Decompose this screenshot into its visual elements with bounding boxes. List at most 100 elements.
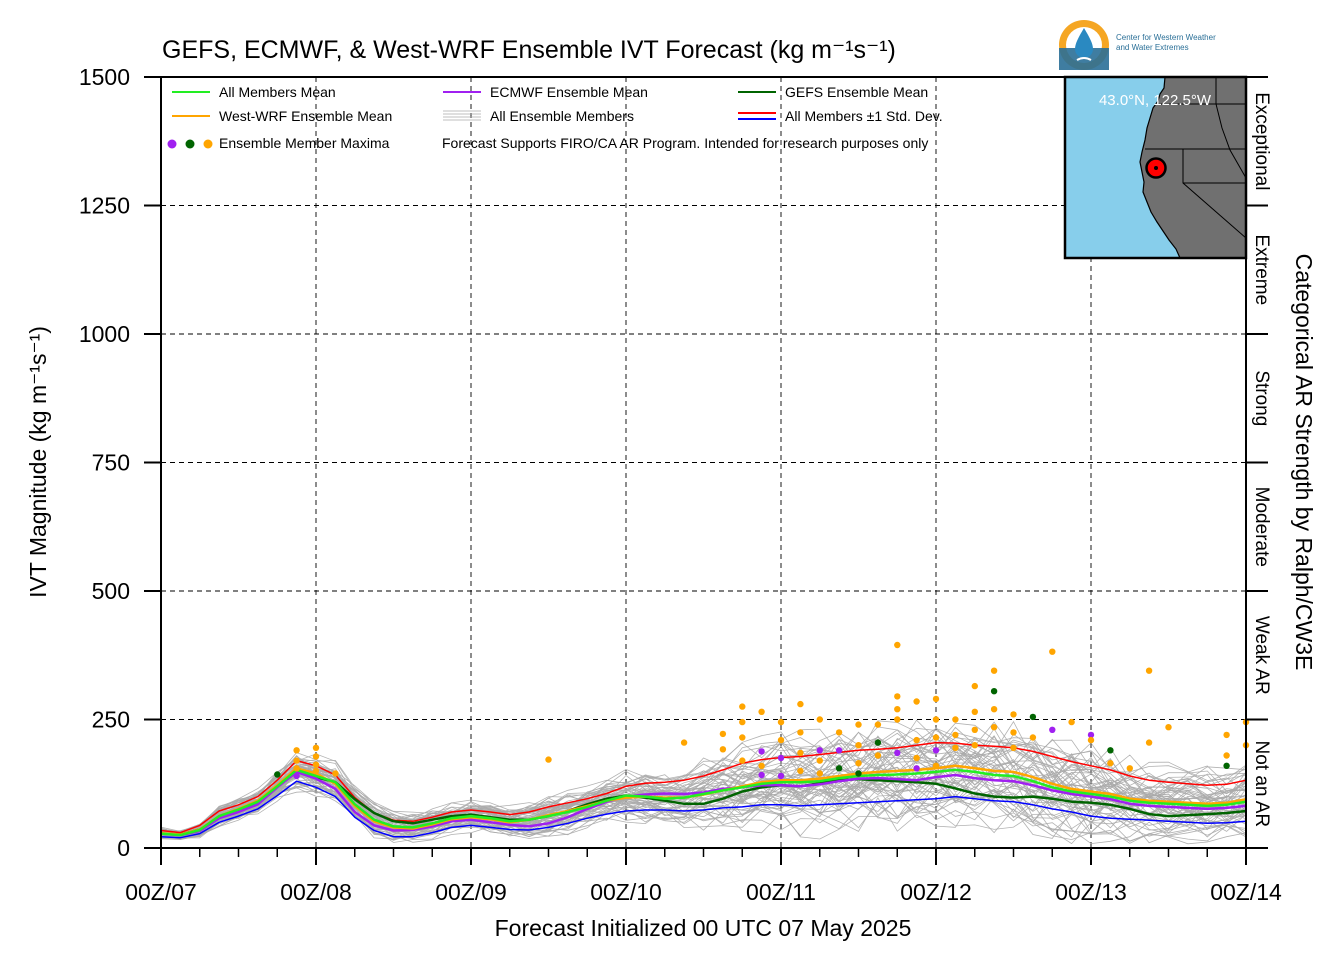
ensemble-member-line [161, 781, 1246, 842]
maxima-dot [1010, 744, 1017, 751]
maxima-dot [545, 756, 552, 763]
ar-category-axis: Not an AR Weak AR Moderate Strong Extreme Exc… [1246, 76, 1272, 849]
maxima-dot [952, 731, 959, 739]
maxima-dot [816, 747, 823, 754]
ensemble-member-line [161, 742, 1246, 834]
maxima-dot [1145, 739, 1153, 746]
logo-text-line1: Center for Western Weather [1116, 33, 1216, 42]
maxima-dot [913, 754, 920, 762]
maxima-dot [932, 762, 940, 769]
logo-text-line2: and Water Extremes [1116, 43, 1189, 52]
ensemble-member-line [161, 727, 1246, 834]
category-label: Not an AR [1251, 740, 1272, 827]
maxima-dot [312, 744, 320, 751]
maxima-dot [952, 716, 959, 723]
maxima-dot [1049, 726, 1056, 733]
category-label: Exceptional [1251, 92, 1272, 190]
y-tick-label: 750 [92, 450, 130, 476]
series-lines [161, 741, 1246, 839]
x-tick-label: 00Z/07 [125, 879, 197, 905]
maxima-dot [680, 739, 688, 746]
maxima-dot [913, 765, 920, 772]
legend-label-all-mean: All Members Mean [219, 84, 336, 100]
axes: 0 250 500 750 1000 1250 1500 00Z/07 00Z/08 00Z/09… [79, 64, 1282, 905]
maxima-dot [1010, 729, 1017, 736]
cw3e-logo: Center for Western Weather and Water Ext… [1059, 20, 1216, 70]
maxima-dot [758, 771, 765, 779]
maxima-dot [855, 721, 862, 728]
maxima-dot [739, 718, 746, 726]
map-borders [1145, 77, 1246, 239]
legend-label-westwrf-mean: West-WRF Ensemble Mean [219, 108, 392, 124]
map-location-label: 43.0°N, 122.5°W [1099, 92, 1212, 109]
legend-note: Forecast Supports FIRO/CA AR Program. In… [442, 135, 928, 151]
ensemble-member-line [161, 737, 1246, 833]
maxima-dot [739, 703, 746, 710]
y-tick-label: 250 [92, 707, 130, 733]
maxima-dot [1223, 752, 1230, 759]
maxima-dot [855, 742, 862, 749]
chart-title: GEFS, ECMWF, & West-WRF Ensemble IVT For… [162, 36, 896, 64]
series-line-5 [161, 780, 1246, 839]
maxima-dot [758, 748, 765, 755]
maxima-dot [894, 749, 901, 757]
maxima-dot [1223, 731, 1230, 739]
maxima-dot [990, 706, 998, 713]
x-tick-label: 00Z/10 [590, 879, 662, 905]
maxima-dot [990, 724, 998, 731]
series-line-1 [161, 770, 1246, 837]
y-axis-title: IVT Magnitude (kg m⁻¹s⁻¹) [25, 326, 51, 598]
maxima-dot [797, 749, 804, 757]
maxima-dot [952, 744, 959, 751]
ensemble-member-line [161, 722, 1246, 833]
maxima-dot [816, 770, 823, 777]
legend-label-ecmwf-mean: ECMWF Ensemble Mean [490, 84, 648, 100]
maxima-dot [971, 742, 978, 749]
maxima-dot [1068, 718, 1075, 726]
water-drop-logo-icon [1059, 20, 1109, 70]
maxima-dot [855, 770, 862, 777]
legend: All Members Mean ECMWF Ensemble Mean GEF… [167, 84, 943, 151]
x-tick-label: 00Z/14 [1210, 879, 1282, 905]
maxima-dot [932, 716, 940, 723]
maxima-dot [293, 772, 300, 780]
maxima-dot [274, 771, 281, 778]
maxima-dot [990, 688, 998, 695]
maxima-dot [913, 736, 920, 744]
legend-label-maxima: Ensemble Member Maxima [219, 135, 390, 151]
maxima-dot [777, 718, 785, 726]
maxima-dot [971, 708, 978, 715]
inset-map: 43.0°N, 122.5°W [1063, 75, 1248, 260]
y-tick-label: 1000 [79, 321, 130, 347]
maxima-dot [719, 730, 727, 738]
maxima-dot [1223, 762, 1230, 769]
ensemble-member-line [161, 720, 1246, 832]
x-tick-label: 00Z/09 [435, 879, 507, 905]
maxima-dot [797, 729, 804, 736]
x-axis-title: Forecast Initialized 00 UTC 07 May 2025 [495, 915, 912, 941]
maxima-dot [312, 753, 320, 760]
ensemble-member-line [161, 735, 1246, 833]
maxima-dot [835, 765, 843, 772]
maxima-dot [777, 772, 785, 780]
maxima-dot [293, 747, 300, 754]
maxima-dot [293, 757, 300, 764]
legend-swatch-all-members [443, 110, 481, 121]
maxima-dot [758, 708, 765, 715]
maxima-dot [312, 761, 320, 768]
map-frame [1063, 75, 1248, 260]
maxima-dot [816, 716, 823, 723]
series-line-4 [161, 741, 1246, 834]
category-label: Strong [1251, 370, 1272, 426]
x-tick-label: 00Z/12 [900, 879, 972, 905]
red-circle-marker [1145, 157, 1167, 179]
maxima-dot [971, 682, 978, 690]
maxima-dot [1107, 747, 1114, 754]
series-line-0 [161, 768, 1246, 837]
maxima-dot [1107, 760, 1114, 767]
maxima-dot [1087, 731, 1095, 739]
legend-label-std-dev: All Members ±1 Std. Dev. [785, 108, 943, 124]
maxima-dot [932, 734, 940, 741]
maxima-dot [990, 667, 998, 674]
